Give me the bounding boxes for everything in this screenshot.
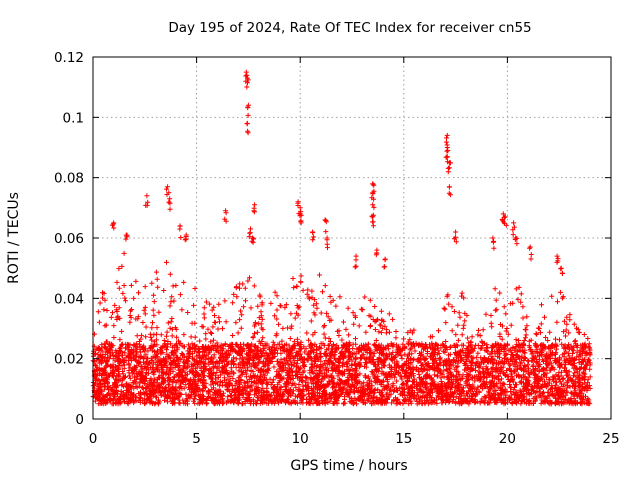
- x-tick-label: 0: [89, 431, 98, 447]
- x-tick-label: 25: [602, 431, 619, 447]
- y-tick-label: 0.06: [54, 231, 84, 247]
- x-tick-label: 5: [192, 431, 201, 447]
- y-tick-label: 0.1: [63, 110, 84, 126]
- x-tick-label: 15: [395, 431, 412, 447]
- x-tick-label: 20: [499, 431, 516, 447]
- y-tick-label: 0: [75, 412, 84, 428]
- y-tick-label: 0.02: [54, 352, 84, 368]
- x-axis-label: GPS time / hours: [290, 458, 407, 474]
- axis-ticks: [92, 56, 612, 420]
- y-tick-label: 0.12: [54, 50, 84, 66]
- y-tick-labels: 0 0.02 0.04 0.06 0.08 0.1 0.12: [54, 50, 84, 428]
- chart-title: Day 195 of 2024, Rate Of TEC Index for r…: [168, 20, 531, 36]
- y-tick-label: 0.04: [54, 291, 84, 307]
- roti-series-markers: [90, 69, 593, 407]
- x-tick-labels: 0 5 10 15 20 25: [89, 431, 620, 447]
- y-axis-label: ROTI / TECUs: [6, 192, 22, 284]
- x-tick-label: 10: [292, 431, 309, 447]
- data-points: [90, 69, 593, 407]
- y-tick-label: 0.08: [54, 171, 84, 187]
